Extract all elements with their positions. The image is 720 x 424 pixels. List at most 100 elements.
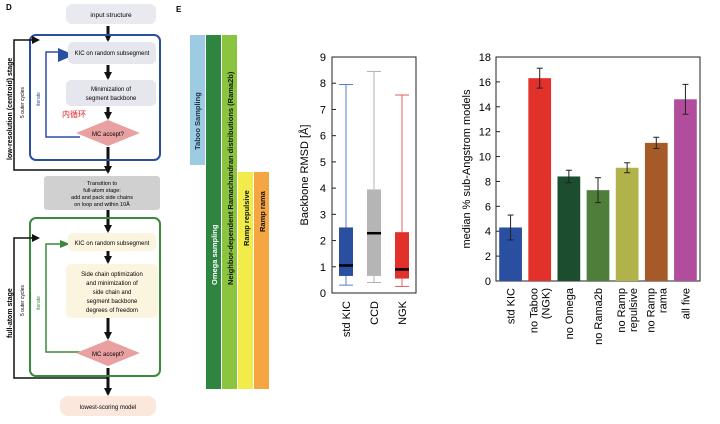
kic-node-1 — [68, 42, 156, 64]
full-atom-frame — [29, 217, 161, 377]
iterate-loop-1 — [45, 51, 80, 138]
iterate-label-2: iterate — [36, 296, 42, 310]
bar-chart: median % sub-Angstrom models 0 2 4 6 8 10 12 14… — [461, 52, 701, 345]
bar-y-tick-label: 0 — [485, 276, 491, 288]
bar-x-tick-label: (NGK) — [541, 288, 553, 319]
bar-label-ramp-repulsive: Ramp repulsive — [242, 190, 251, 246]
minimization-line: Minimization of — [91, 87, 131, 93]
optimization-line: degrees of freedom — [86, 308, 138, 314]
bar-y-tick-label: 16 — [479, 77, 491, 89]
box-y-axis-label: Backbone RMSD [Å] — [298, 125, 311, 226]
minimization-line: segment backbone — [86, 96, 137, 102]
box-x-tick-label: NGK — [397, 300, 409, 325]
box-y-tick-label: 7 — [320, 104, 326, 116]
bar-no-taboo-ngk- — [528, 78, 552, 282]
mc-accept-diamond-1 — [76, 120, 140, 146]
bar-y-tick-label: 8 — [485, 176, 491, 188]
transition-node — [44, 176, 160, 210]
panel-e-label: E — [176, 5, 182, 14]
box-y-tick-label: 5 — [320, 157, 326, 169]
input-node-label: input structure — [90, 12, 132, 19]
input-node — [66, 4, 156, 24]
bar-label-rama2b: Neighbor-dependent Ramachandran distribu… — [226, 71, 235, 285]
bar-x-tick-label: no Ramp — [645, 288, 657, 333]
kic-node-2 — [68, 233, 156, 251]
transition-line: on loop and within 10Å — [74, 201, 130, 208]
kic-node-1-label: KIC on random subsegment — [75, 51, 150, 57]
outer-cycle-loops — [13, 36, 108, 379]
panel-d-label: D — [6, 3, 12, 12]
output-node-label: lowest-scoring model — [80, 405, 136, 411]
optimization-line: Side chain optimization — [81, 272, 143, 278]
bar-std-kic — [499, 227, 522, 281]
panel-d: D input structure — [6, 3, 161, 416]
bar-x-tick-label: repulsive — [628, 288, 640, 332]
kic-node-2-label: KIC on random subsegment — [75, 241, 150, 247]
box-std-kic — [339, 227, 353, 276]
iterate-loop-2 — [45, 243, 80, 353]
bar-all-five — [674, 99, 697, 281]
box-x-tick-label: CCD — [369, 301, 381, 325]
box-y-tick-label: 2 — [320, 236, 326, 248]
bar-x-tick-label: std KIC — [506, 288, 518, 324]
bar-x-tick-label: rama — [657, 287, 669, 313]
mc-accept-diamond-2 — [76, 340, 140, 366]
box-ngk — [395, 232, 409, 279]
bar-x-tick-label: all five — [680, 288, 692, 319]
optimization-line: and minimization of — [86, 281, 138, 287]
mc-accept-1-label: MC accept? — [92, 132, 125, 138]
iterate-arrowhead-icon — [58, 48, 74, 62]
output-node — [60, 396, 156, 416]
side-chain-optimization-node — [66, 264, 158, 318]
panel-e: E Taboo Sampling Omega sampling Neighbor… — [176, 5, 269, 389]
low-resolution-stage-label: low-resolution (centroid) stage — [7, 58, 14, 160]
iterate-label-1: iterate — [36, 92, 42, 106]
box-y-tick-label: 3 — [320, 209, 326, 221]
low-resolution-frame — [29, 34, 161, 161]
bar-label-omega: Omega sampling — [210, 224, 219, 285]
bar-y-tick-label: 4 — [485, 226, 491, 238]
optimization-line: side chain and — [93, 290, 132, 296]
bar-no-ramp-rama — [644, 142, 668, 281]
box-plot-frame — [331, 56, 417, 294]
iterate-arrowhead-icon — [60, 240, 70, 248]
bar-y-tick-label: 6 — [485, 201, 491, 213]
bar-x-tick-label: no Omega — [564, 287, 576, 339]
bar-x-tick-label: no Rama2b — [593, 288, 605, 345]
bar-rama2b — [222, 35, 237, 389]
bar-y-tick-label: 18 — [479, 52, 491, 64]
bar-y-tick-label: 12 — [479, 127, 491, 139]
bar-y-tick-label: 10 — [479, 152, 491, 164]
bar-y-axis-label: median % sub-Angstrom models — [461, 89, 473, 248]
bar-x-tick-label: no Taboo — [529, 288, 541, 333]
outer-cycles-label-2: 5 outer cycles — [20, 285, 26, 316]
minimization-node — [66, 80, 156, 106]
bar-no-rama2b — [586, 190, 610, 281]
bar-no-ramp-repulsive — [615, 167, 639, 281]
optimization-line: segment backbone — [87, 299, 138, 305]
bar-ramp-repulsive — [238, 172, 253, 389]
mc-accept-2-label: MC accept? — [92, 352, 125, 358]
box-y-tick-label: 8 — [320, 78, 326, 90]
bar-ramp-rama — [254, 172, 269, 389]
bar-y-tick-label: 2 — [485, 251, 491, 263]
bar-x-tick-label: no Ramp — [616, 288, 628, 333]
outer-cycles-label-1: 5 outer cycles — [20, 87, 26, 118]
box-x-tick-label: std KIC — [341, 301, 353, 337]
transition-line: add and pack side chains — [71, 195, 133, 201]
bar-taboo-sampling — [190, 35, 205, 165]
bar-omega-sampling — [206, 35, 221, 389]
bar-y-tick-label: 14 — [479, 102, 491, 114]
box-y-tick-label: 4 — [320, 183, 326, 195]
transition-line: full-atom stage: — [83, 188, 121, 194]
inner-loop-label: 内循环 — [62, 109, 86, 119]
bar-no-omega — [557, 176, 581, 281]
bar-label-ramp-rama: Ramp rama — [258, 190, 267, 232]
box-y-tick-label: 0 — [320, 288, 326, 300]
transition-line: Transition to — [87, 181, 117, 187]
box-plot-chart: Backbone RMSD [Å] 0 1 2 3 4 5 6 7 8 9 std KIC CCD NG… — [298, 52, 417, 337]
box-y-tick-label: 9 — [320, 52, 326, 64]
box-y-tick-label: 1 — [320, 262, 326, 274]
bar-label-taboo: Taboo Sampling — [193, 92, 202, 150]
